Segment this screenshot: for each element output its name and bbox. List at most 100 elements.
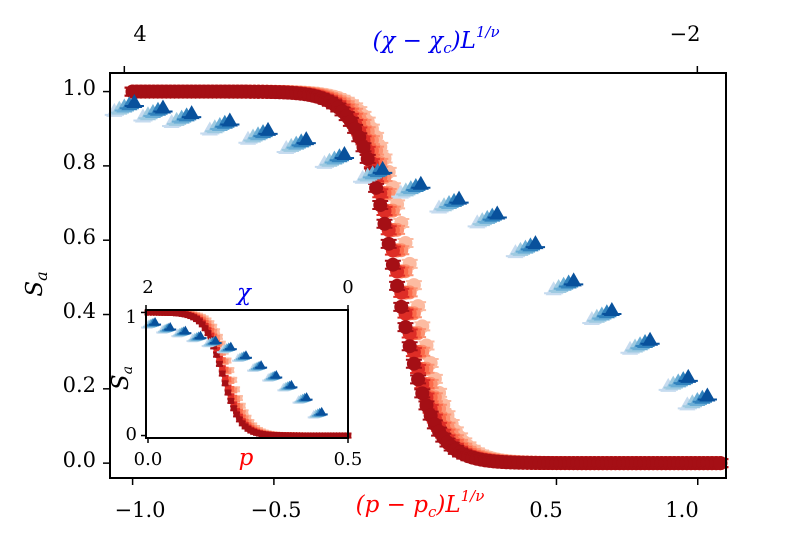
main-xtick-top-label-1: −2 — [670, 22, 701, 46]
main-blue-point — [642, 331, 659, 346]
main-xtick-bottom-label-1: −0.5 — [251, 498, 302, 522]
inset-ylabel-sub: a — [120, 366, 136, 374]
main-ytick-label-0: 0.0 — [63, 448, 96, 472]
inset-ylabel-main: S — [108, 374, 134, 390]
main-red-point — [406, 356, 421, 371]
inset-blue-point — [301, 392, 312, 401]
main-red-point — [385, 257, 400, 272]
main-red-point — [394, 299, 409, 314]
main-blue-point — [451, 190, 468, 205]
main-blue-point — [126, 93, 143, 108]
main-ytick-label-3: 0.6 — [63, 225, 96, 249]
main-blue-point — [298, 131, 315, 146]
main-blue-point — [527, 235, 544, 250]
inset-xlabel-top: χ — [235, 280, 253, 306]
main-xtick-bottom-label-2: 0.5 — [529, 498, 562, 522]
inset-xlabel-bottom: p — [239, 445, 254, 471]
main-blue-series-4 — [124, 93, 717, 402]
inset-plot: 0 1 0.0 0.5 2 0 p χ Sa — [108, 277, 362, 471]
inset-blue-point — [240, 350, 251, 360]
main-red-point — [377, 216, 392, 231]
main-xlabel-top-tail: )L — [451, 28, 476, 54]
main-data-marks — [104, 84, 729, 471]
main-red-point — [402, 339, 417, 354]
inset-red-point — [221, 380, 229, 387]
svg-text:Sa: Sa — [108, 366, 136, 390]
inset-xtick-bottom-label-1: 0.5 — [334, 449, 363, 470]
main-blue-point — [183, 105, 200, 120]
inset-xtick-bottom-label-0: 0.0 — [134, 449, 163, 470]
main-ytick-label-4: 0.8 — [63, 150, 96, 174]
main-ytick-label-2: 0.4 — [63, 299, 96, 323]
main-xtick-bottom-label-3: 1.0 — [665, 498, 698, 522]
inset-xtick-top-label-0: 2 — [142, 277, 153, 298]
main-red-point — [415, 386, 430, 401]
inset-xtick-top-label-1: 0 — [342, 277, 353, 298]
main-axes-frame — [109, 72, 727, 479]
main-xlabel-top-sup: 1/ν — [476, 23, 500, 41]
main-red-point — [411, 372, 426, 387]
inset-tick-marks — [141, 305, 349, 443]
main-plot: 0.0 0.2 0.4 0.6 0.8 1.0 −1.0 −0.5 0.5 1.… — [22, 22, 729, 522]
main-xlabel-bottom-tail: )L — [435, 492, 460, 518]
main-red-point — [381, 236, 396, 251]
main-blue-point — [489, 205, 506, 220]
main-ytick-label-1: 0.2 — [63, 373, 96, 397]
main-blue-point — [154, 99, 171, 114]
main-blue-point — [603, 302, 620, 317]
main-blue-point — [565, 272, 582, 287]
main-blue-point — [412, 175, 429, 190]
main-red-point — [369, 180, 384, 195]
main-red-point — [713, 456, 728, 471]
main-blue-point — [680, 368, 697, 383]
inset-red-point — [201, 325, 209, 332]
inset-ylabel: Sa — [108, 366, 136, 390]
main-red-series-4 — [124, 84, 729, 471]
inset-blue-point — [165, 321, 176, 331]
main-red-point — [390, 278, 405, 293]
main-blue-point — [374, 160, 391, 175]
inset-blue-point — [316, 406, 327, 416]
inset-blue-point — [225, 341, 236, 351]
inset-red-point — [216, 360, 223, 368]
main-xtick-top-label-0: 4 — [133, 22, 146, 46]
inset-ytick-label-1: 1 — [126, 307, 137, 328]
main-xlabel-top: (χ − χc)L1/ν — [372, 23, 499, 57]
main-xlabel-bottom-sub: c — [428, 503, 437, 521]
inset-red-point — [233, 411, 240, 418]
main-xtick-bottom-label-0: −1.0 — [115, 498, 166, 522]
main-red-point — [360, 151, 375, 166]
inset-blue-point — [286, 379, 297, 389]
inset-blue-point — [150, 317, 161, 326]
inset-red-point — [227, 397, 235, 405]
inset-axes-frame — [145, 309, 349, 439]
inset-blue-point — [271, 369, 282, 379]
main-ylabel: Sa — [22, 271, 51, 296]
inset-blue-point — [180, 325, 191, 335]
inset-blue-point — [210, 335, 221, 345]
main-xlabel-top-text: (χ − χ — [372, 28, 445, 54]
main-blue-point — [699, 387, 716, 402]
main-xlabel-bottom-sup: 1/ν — [461, 487, 485, 505]
main-tick-marks — [103, 66, 699, 485]
svg-text:Sa: Sa — [22, 271, 51, 296]
main-ytick-label-5: 1.0 — [63, 76, 96, 100]
main-ylabel-main: S — [22, 281, 48, 297]
main-blue-point — [221, 112, 238, 127]
main-blue-point — [260, 121, 277, 136]
inset-red-point — [204, 329, 212, 337]
inset-blue-point — [195, 330, 206, 340]
inset-red-point — [230, 405, 237, 412]
inset-blue-series-4 — [149, 317, 328, 416]
inset-ytick-label-0: 0 — [126, 424, 137, 445]
main-red-point — [373, 198, 388, 213]
main-red-point — [356, 140, 371, 155]
main-ylabel-sub: a — [32, 271, 51, 281]
main-xlabel-bottom-text: (p − p — [356, 492, 429, 518]
main-blue-point — [336, 146, 353, 160]
inset-red-point — [224, 389, 232, 396]
main-red-point — [398, 320, 413, 335]
inset-blue-point — [256, 360, 267, 369]
inset-red-point — [219, 370, 226, 377]
